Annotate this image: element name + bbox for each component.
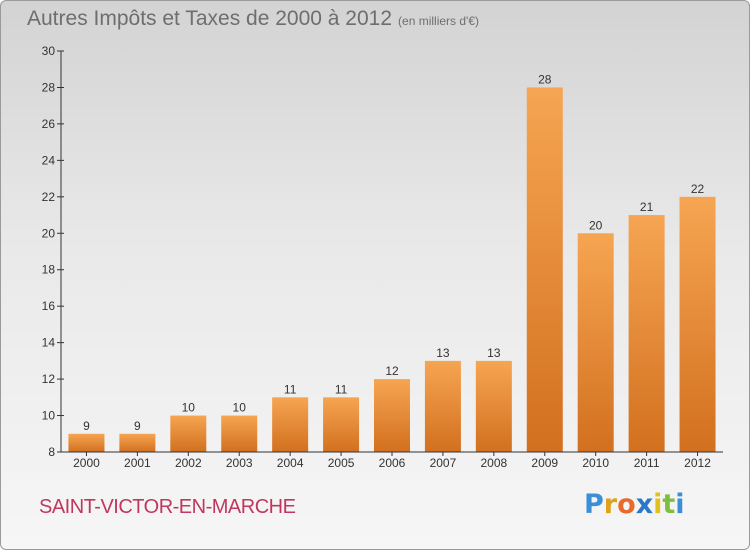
bar-2005 bbox=[323, 397, 360, 452]
y-tick-label-18: 18 bbox=[42, 263, 56, 277]
y-tick-label-28: 28 bbox=[42, 80, 56, 94]
x-tick-label-2011: 2011 bbox=[634, 456, 660, 470]
value-label-2010: 20 bbox=[589, 218, 603, 232]
bar-2008 bbox=[475, 360, 512, 452]
value-label-2007: 13 bbox=[436, 346, 450, 360]
commune-name: SAINT-VICTOR-EN-MARCHE bbox=[39, 496, 296, 518]
x-tick-label-2001: 2001 bbox=[124, 456, 151, 470]
bar-2001 bbox=[119, 433, 156, 452]
x-tick-label-2003: 2003 bbox=[226, 456, 253, 470]
bars: 9 9 10 10 11 11 12 13 13 28 20 21 22 bbox=[68, 72, 716, 453]
bar-2000 bbox=[68, 433, 105, 452]
bar-2011 bbox=[628, 215, 665, 452]
bar-2012 bbox=[679, 196, 716, 452]
x-tick-label-2007: 2007 bbox=[430, 456, 457, 470]
y-tick-label-22: 22 bbox=[42, 190, 56, 204]
bar-2010 bbox=[577, 233, 614, 452]
axes: 2000 2001 2002 2003 2004 2005 2006 2007 2008 2009… bbox=[42, 44, 723, 470]
logo-letter: i bbox=[675, 489, 685, 520]
bar-2004 bbox=[272, 397, 309, 452]
logo-letter: x bbox=[635, 489, 654, 520]
bar-2006 bbox=[374, 379, 410, 452]
value-label-2006: 12 bbox=[385, 364, 399, 378]
logo-letter: t bbox=[662, 489, 676, 520]
y-tick-label-24: 24 bbox=[42, 153, 56, 167]
y-tick-label-8: 8 bbox=[48, 445, 55, 459]
unit-note: (en milliers d'€) bbox=[398, 14, 480, 28]
x-tick-label-2006: 2006 bbox=[379, 456, 406, 470]
x-tick-label-2000: 2000 bbox=[73, 456, 100, 470]
bar-2002 bbox=[170, 415, 207, 452]
value-label-2002: 10 bbox=[182, 401, 196, 415]
bar-2007 bbox=[424, 360, 461, 452]
x-tick-label-2005: 2005 bbox=[328, 456, 355, 470]
chart-title-text: Autres Impôts et Taxes de 2000 à 2012 bbox=[27, 7, 393, 30]
y-tick-label-14: 14 bbox=[42, 336, 56, 350]
x-tick-label-2002: 2002 bbox=[175, 456, 202, 470]
bar-2009 bbox=[526, 87, 563, 453]
x-tick-label-2004: 2004 bbox=[277, 456, 304, 470]
value-label-2009: 28 bbox=[538, 72, 552, 86]
y-tick-label-12: 12 bbox=[42, 372, 56, 386]
chart-title: Autres Impôts et Taxes de 2000 à 2012 (en… bbox=[27, 7, 479, 31]
logo-letter: P bbox=[584, 489, 604, 520]
y-tick-label-10: 10 bbox=[42, 409, 56, 423]
y-tick-label-16: 16 bbox=[42, 299, 56, 313]
y-tick-label-26: 26 bbox=[42, 117, 56, 131]
x-tick-label-2009: 2009 bbox=[531, 456, 558, 470]
bar-2003 bbox=[221, 415, 258, 452]
logo-letter: o bbox=[617, 489, 636, 520]
logo-letter: r bbox=[603, 489, 618, 520]
value-label-2001: 9 bbox=[134, 419, 141, 433]
value-label-2012: 22 bbox=[691, 182, 705, 196]
proxiti-logo[interactable]: Proxiti bbox=[584, 489, 685, 520]
value-label-2003: 10 bbox=[233, 401, 247, 415]
logo-letter: i bbox=[653, 489, 663, 520]
value-label-2000: 9 bbox=[83, 419, 90, 433]
x-tick-label-2008: 2008 bbox=[480, 456, 507, 470]
x-tick-label-2012: 2012 bbox=[684, 456, 711, 470]
x-tick-label-2010: 2010 bbox=[582, 456, 609, 470]
value-label-2005: 11 bbox=[335, 382, 348, 396]
y-tick-label-20: 20 bbox=[42, 226, 56, 240]
value-label-2004: 11 bbox=[284, 382, 297, 396]
value-label-2011: 21 bbox=[640, 200, 654, 214]
y-tick-label-30: 30 bbox=[42, 44, 56, 58]
value-label-2008: 13 bbox=[487, 346, 501, 360]
